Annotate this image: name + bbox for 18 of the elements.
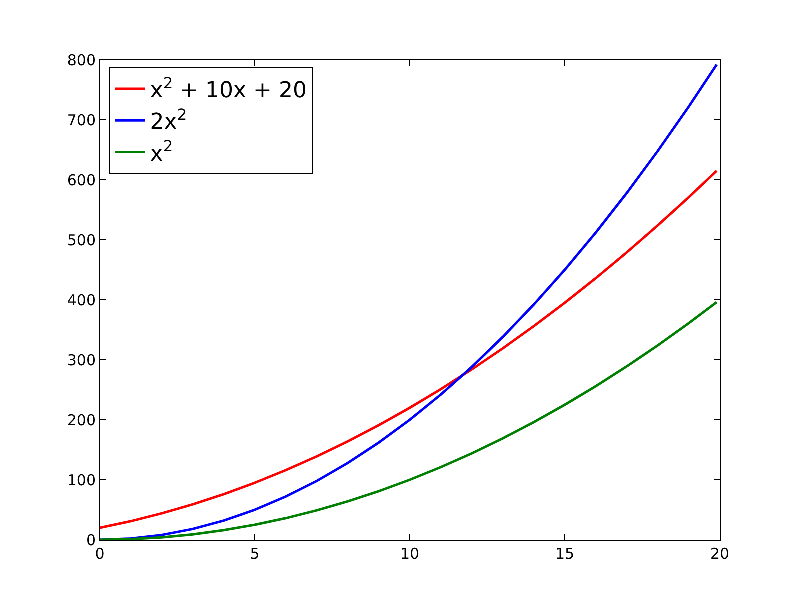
y-tick-label: 700 — [67, 111, 96, 130]
legend-label: 2x$^{2}$ — [150, 106, 188, 136]
x-tick-label: 15 — [555, 545, 575, 563]
y-tick-label: 100 — [67, 471, 96, 490]
x-tick-label: 5 — [250, 545, 260, 563]
line-series — [100, 170, 718, 530]
legend-label: x$^{2}$ — [150, 138, 174, 167]
y-tick-label: 600 — [67, 171, 96, 190]
y-tick-label: 500 — [67, 231, 96, 250]
x-tick-label: 20 — [710, 545, 730, 563]
legend-label: x$^{2}$ + 10x + 20 — [150, 74, 307, 104]
line-series — [100, 301, 718, 540]
y-tick-label: 200 — [67, 411, 96, 430]
y-tick-label: 300 — [67, 351, 96, 370]
y-tick-label: 800 — [67, 51, 96, 70]
y-tick-label: 0 — [86, 531, 96, 550]
y-tick-label: 400 — [67, 291, 96, 310]
x-tick-label: 10 — [400, 545, 420, 563]
